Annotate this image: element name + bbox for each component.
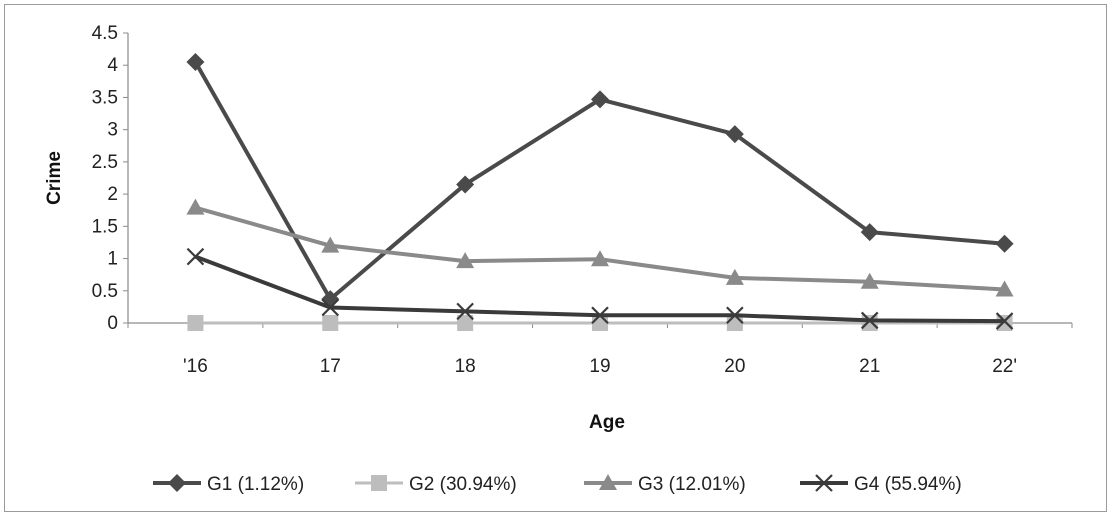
y-tick-label: 2 [107,184,118,205]
legend-item: G1 (1.12%) [153,474,304,495]
data-point [860,223,879,242]
legend-item: G3 (12.01%) [584,474,746,495]
y-tick-labels: 0 0.5 1 1.5 2 2.5 3 3.5 4 4.5 [92,23,128,334]
legend-label: G4 (55.94%) [854,474,962,495]
legend-label: G2 (30.94%) [409,474,517,495]
data-point [591,250,609,267]
x-tick-labels: '16 17 18 19 20 21 22' [127,323,1073,377]
y-tick-label: 4 [107,55,118,76]
data-point [591,306,609,325]
y-tick-label: 2.5 [92,152,118,173]
x-tick-label: '16 [183,356,208,377]
data-point [725,125,744,144]
data-point [321,298,340,317]
y-tick-label: 3.5 [92,87,118,108]
data-point [186,53,205,71]
x-tick-label: 19 [589,356,610,377]
series-2 [187,315,1013,331]
data-point [456,252,475,269]
axes [127,33,1072,324]
x-tick-label: 20 [724,356,745,377]
series-line [194,254,1005,324]
data-point [186,247,205,266]
legend: G1 (1.12%) G2 (30.94%) G3 (12.01%) G4 (55.9… [153,474,962,495]
data-point [996,315,1013,331]
data-point [187,315,204,331]
legend-label: G1 (1.12%) [207,474,304,495]
legend-item: G4 (55.94%) [800,474,962,495]
data-point [322,315,339,331]
series-4 [186,247,1014,330]
y-tick-label: 3 [107,120,118,141]
data-point [726,306,744,325]
data-point [995,280,1014,297]
legend-marker [815,474,833,492]
x-tick-label: 21 [859,356,880,377]
data-point [186,198,205,215]
data-point [725,268,744,285]
legend-label: G3 (12.01%) [638,474,746,495]
data-point [321,236,340,253]
y-tick-label: 4.5 [92,23,118,44]
x-axis-title: Age [589,412,625,433]
data-point [456,302,474,321]
y-tick-label: 0.5 [92,281,118,302]
data-point [860,272,879,289]
data-point [860,311,879,330]
series-lines [186,53,1014,331]
y-axis-title: Crime [44,151,65,205]
series-1 [186,53,1014,309]
data-point [861,315,878,331]
legend-marker [168,474,186,492]
x-tick-label: 17 [320,356,341,377]
legend-item: G2 (30.94%) [355,474,517,495]
data-point [457,315,474,331]
series-3 [186,198,1014,297]
data-point [591,90,609,109]
legend-marker [599,474,617,490]
data-point [995,312,1014,330]
y-tick-label: 0 [107,313,118,334]
data-point [456,175,475,194]
x-tick-label: 22' [992,356,1017,377]
data-point [592,315,608,331]
x-tick-label: 18 [455,356,476,377]
legend-marker [371,475,387,491]
y-tick-label: 1 [107,249,118,270]
data-point [995,234,1014,253]
y-tick-label: 1.5 [92,216,118,237]
